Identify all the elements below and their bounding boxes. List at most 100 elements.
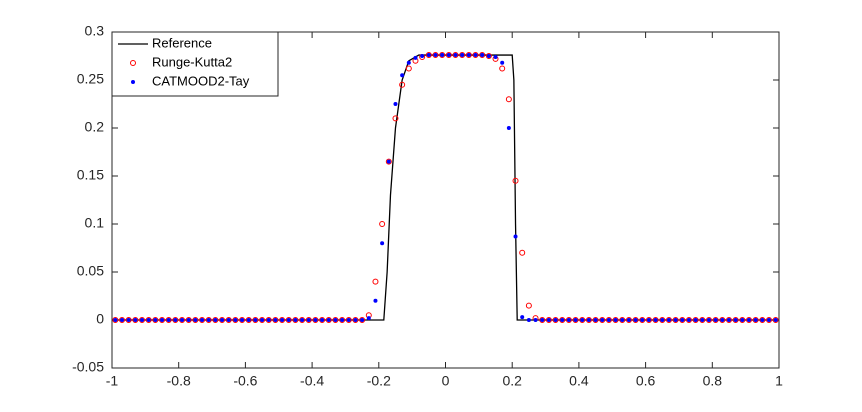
marker-dot: [173, 318, 178, 322]
marker-circle: [385, 158, 392, 165]
marker-dot: [746, 318, 751, 322]
marker-circle: [565, 317, 572, 323]
marker-dot: [146, 318, 151, 322]
marker-circle: [652, 317, 659, 323]
marker-circle: [325, 317, 332, 323]
marker-dot: [433, 53, 438, 58]
marker-dot: [406, 60, 411, 65]
marker-circle: [145, 317, 152, 323]
marker-dot: [240, 318, 245, 322]
marker-circle: [185, 317, 192, 323]
marker-circle: [659, 317, 666, 323]
marker-circle: [219, 317, 226, 323]
marker-circle: [439, 52, 446, 59]
marker-dot: [513, 234, 518, 239]
marker-dot: [353, 318, 358, 322]
marker-circle: [465, 52, 472, 59]
marker-dot: [753, 318, 758, 322]
x-tick-label: 1: [775, 373, 783, 389]
y-tick-label: 0.2: [85, 119, 105, 135]
marker-circle: [239, 317, 246, 323]
marker-circle: [525, 302, 532, 309]
marker-circle: [459, 52, 466, 59]
marker-dot: [686, 318, 691, 322]
marker-circle: [432, 52, 439, 59]
marker-circle: [112, 317, 119, 323]
y-tick-label: 0.05: [77, 263, 104, 279]
marker-circle: [125, 317, 132, 323]
marker-dot: [120, 318, 125, 322]
marker-dot: [426, 53, 431, 58]
marker-circle: [205, 317, 212, 323]
marker-circle: [339, 317, 346, 323]
x-tick-label: 0.6: [636, 373, 656, 389]
marker-circle: [132, 317, 139, 323]
marker-dot: [693, 318, 698, 322]
marker-circle: [259, 317, 266, 323]
marker-dot: [273, 318, 278, 322]
marker-circle: [392, 115, 399, 122]
marker-dot: [366, 316, 371, 321]
marker-circle: [605, 317, 612, 323]
legend-label: CATMOOD2-Tay: [152, 73, 250, 88]
marker-circle: [519, 249, 526, 256]
x-tick-label: -0.6: [233, 373, 257, 389]
marker-circle: [699, 317, 706, 323]
marker-dot: [280, 318, 285, 322]
marker-dot: [526, 318, 531, 322]
marker-circle: [212, 317, 219, 323]
marker-dot: [773, 318, 778, 322]
marker-dot: [386, 159, 391, 164]
marker-dot: [126, 318, 131, 322]
marker-circle: [639, 317, 646, 323]
marker-dot: [700, 318, 705, 322]
marker-dot: [420, 54, 425, 58]
marker-dot: [113, 318, 118, 322]
marker-dot: [573, 318, 578, 322]
marker-dot: [193, 318, 198, 322]
legend-box: [111, 31, 279, 97]
marker-dot: [213, 318, 218, 322]
marker-dot: [393, 102, 398, 106]
marker-dot: [593, 318, 598, 322]
marker-dot: [300, 318, 305, 322]
marker-circle: [572, 317, 579, 323]
marker-circle: [352, 317, 359, 323]
y-tick-label: 0.15: [77, 167, 104, 183]
marker-circle: [719, 317, 726, 323]
marker-dot: [766, 318, 771, 322]
marker-circle: [452, 52, 459, 59]
marker-dot: [640, 318, 645, 322]
marker-circle: [279, 317, 286, 323]
marker-circle: [745, 317, 752, 323]
marker-circle: [619, 317, 626, 323]
marker-circle: [479, 52, 486, 59]
marker-dot: [760, 318, 765, 322]
legend: Reference Runge-Kutta2 CATMOOD2-Tay: [111, 31, 279, 97]
marker-circle: [632, 317, 639, 323]
marker-dot: [233, 318, 238, 322]
marker-circle: [299, 317, 306, 323]
marker-circle: [765, 317, 772, 323]
y-tick-label: 0: [96, 311, 104, 327]
marker-circle: [252, 317, 259, 323]
marker-dot: [653, 318, 658, 322]
marker-dot: [140, 318, 145, 322]
marker-dot: [633, 318, 638, 322]
marker-dot: [626, 318, 631, 322]
marker-circle: [405, 65, 412, 72]
marker-circle: [345, 317, 352, 323]
marker-dot: [166, 318, 171, 322]
marker-circle: [119, 317, 126, 323]
legend-label: Runge-Kutta2: [152, 54, 232, 69]
marker-circle: [312, 317, 319, 323]
marker-dot: [306, 318, 311, 322]
marker-dot: [313, 318, 318, 322]
marker-circle: [592, 317, 599, 323]
marker-circle: [179, 317, 186, 323]
marker-dot: [560, 318, 565, 322]
x-tick-label: 0: [442, 373, 450, 389]
marker-circle: [672, 317, 679, 323]
marker-circle: [759, 317, 766, 323]
